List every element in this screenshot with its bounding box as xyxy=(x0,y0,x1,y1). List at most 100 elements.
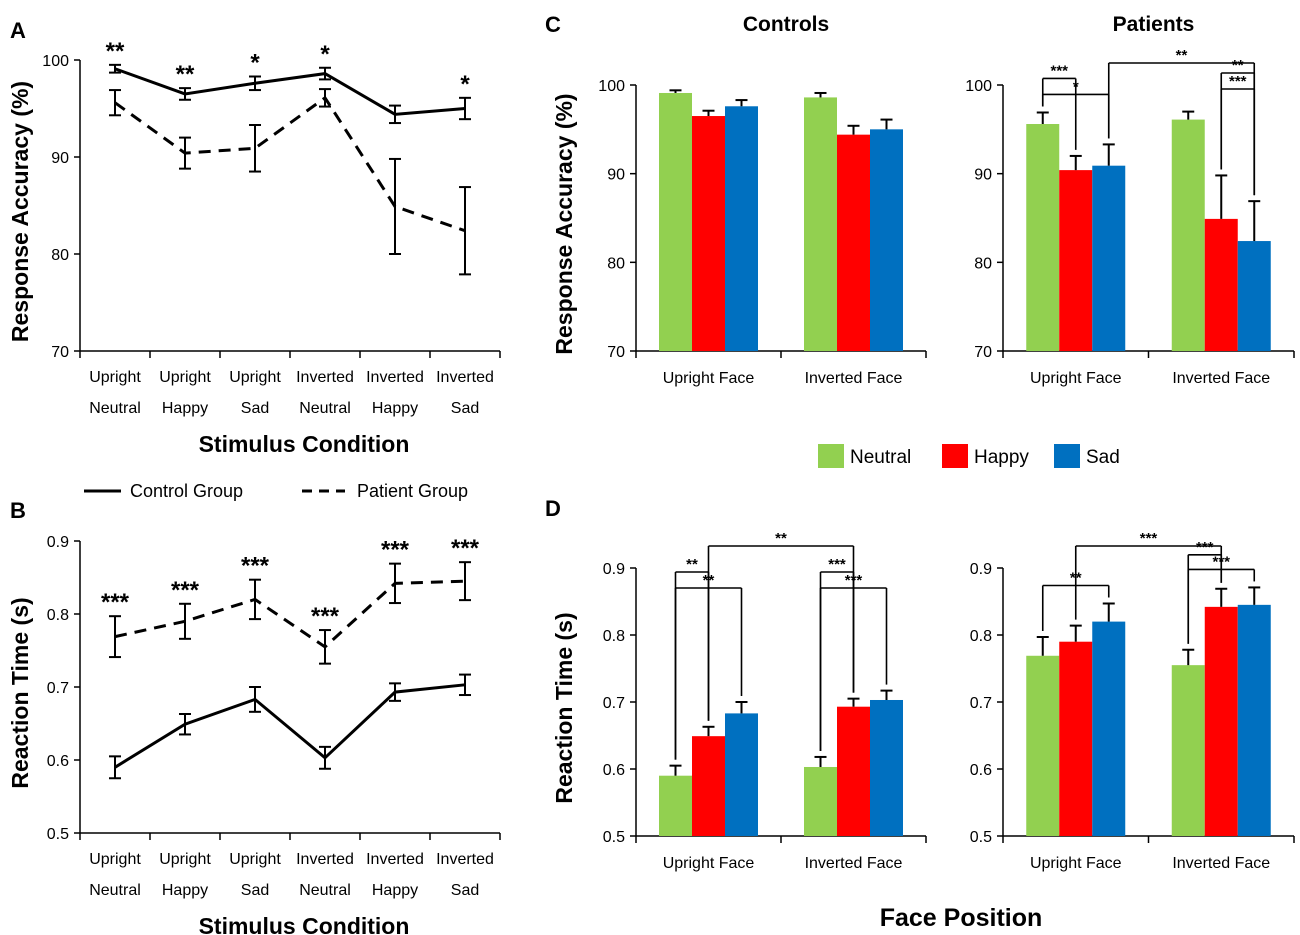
x-tick-label: Neutral xyxy=(89,882,141,899)
bar xyxy=(1237,241,1271,351)
x-tick-label: Happy xyxy=(372,400,418,417)
y-tick-label: 0.8 xyxy=(47,607,69,624)
x-tick-label: Sad xyxy=(241,400,269,417)
x-tick-label: Inverted xyxy=(436,851,494,868)
bar xyxy=(692,116,725,352)
significance-label: *** xyxy=(311,603,340,630)
group-legend: Control Group Patient Group xyxy=(84,481,468,501)
bracket-label: ** xyxy=(1232,57,1244,74)
y-tick-label: 70 xyxy=(51,344,69,361)
x-tick-label: Inverted Face xyxy=(1172,855,1270,872)
y-tick-label: 0.9 xyxy=(47,534,69,551)
x-tick-label: Upright xyxy=(159,851,211,868)
x-tick-label: Neutral xyxy=(89,400,141,417)
bar xyxy=(1171,119,1205,351)
panel-title: Controls xyxy=(743,13,829,36)
bracket-label: *** xyxy=(1050,62,1068,79)
y-tick-label: 70 xyxy=(607,344,625,361)
significance-label: *** xyxy=(171,577,200,604)
significance-bracket: *** xyxy=(819,556,855,751)
x-tick-label: Upright xyxy=(89,369,141,386)
bar xyxy=(837,706,870,836)
series-happy xyxy=(692,109,870,352)
x-tick-label: Inverted xyxy=(366,851,424,868)
x-tick-label: Inverted Face xyxy=(1172,370,1270,387)
y-axis-label: Reaction Time (s) xyxy=(7,597,33,788)
series-sad xyxy=(1092,143,1271,351)
y-axis-label: Response Accuracy (%) xyxy=(7,81,33,342)
bar xyxy=(870,129,903,351)
panel-label: A xyxy=(10,18,26,43)
y-tick-label: 80 xyxy=(607,255,625,272)
bar xyxy=(725,106,758,351)
legend-control-label: Control Group xyxy=(130,481,243,501)
panel-label: B xyxy=(10,498,26,523)
bar xyxy=(1204,218,1238,351)
y-tick-label: 0.5 xyxy=(970,829,992,846)
y-tick-label: 80 xyxy=(974,255,992,272)
bracket-label: ** xyxy=(1176,47,1188,64)
y-tick-label: 0.6 xyxy=(603,762,625,779)
x-tick-label: Happy xyxy=(162,400,208,417)
legend-neutral-label: Neutral xyxy=(850,447,911,468)
x-tick-label: Upright Face xyxy=(663,370,755,387)
x-tick-label: Happy xyxy=(162,882,208,899)
series-line xyxy=(114,67,466,116)
legend-neutral-swatch xyxy=(818,444,844,468)
y-tick-label: 0.8 xyxy=(603,628,625,645)
x-tick-label: Inverted xyxy=(366,369,424,386)
bracket-label: ** xyxy=(775,530,787,547)
x-tick-label: Upright xyxy=(159,369,211,386)
bar xyxy=(1059,170,1093,351)
bar xyxy=(659,775,692,836)
bar xyxy=(837,134,870,351)
y-tick-label: 90 xyxy=(974,167,992,184)
y-tick-label: 0.6 xyxy=(47,753,69,770)
legend-happy-swatch xyxy=(942,444,968,468)
x-tick-label: Upright Face xyxy=(1030,370,1122,387)
series-neutral xyxy=(659,89,837,351)
significance-bracket: *** xyxy=(1187,539,1223,644)
y-tick-label: 70 xyxy=(974,344,992,361)
y-tick-label: 0.7 xyxy=(47,680,69,697)
x-tick-label: Upright Face xyxy=(663,855,755,872)
y-tick-label: 90 xyxy=(607,167,625,184)
y-tick-label: 0.8 xyxy=(970,628,992,645)
chart-d1: D Reaction Time (s) 0.5 0.6 0.7 0.8 0.9 Upright… xyxy=(545,496,927,872)
bar xyxy=(1204,606,1238,836)
significance-label: ** xyxy=(106,38,125,65)
y-tick-label: 100 xyxy=(598,78,625,95)
bar xyxy=(1092,621,1126,836)
series-happy xyxy=(692,697,870,836)
series-neutral xyxy=(1026,110,1205,351)
significance-bracket: *** xyxy=(1220,73,1256,196)
chart-c2: Patients 70 80 90 100 Upright Face Inverted Fa… xyxy=(965,13,1295,387)
series-neutral xyxy=(659,755,837,836)
series-neutral xyxy=(1026,636,1205,836)
bracket-label: ** xyxy=(686,556,698,573)
series-line xyxy=(114,95,466,233)
x-tick-label: Inverted xyxy=(296,851,354,868)
panel-title: Patients xyxy=(1113,13,1195,36)
significance-label: *** xyxy=(451,535,480,562)
significance-bracket: *** xyxy=(1041,62,1077,150)
series-patient xyxy=(109,561,471,665)
bracket-label: *** xyxy=(1140,530,1158,547)
series-sad xyxy=(1092,586,1271,836)
bar xyxy=(725,713,758,836)
significance-label: * xyxy=(460,71,470,98)
bar xyxy=(804,766,837,836)
y-tick-label: 100 xyxy=(965,78,992,95)
chart-d2: 0.5 0.6 0.7 0.8 0.9 Upright Face Inverted Face… xyxy=(970,530,1295,872)
bar xyxy=(659,92,692,351)
bar xyxy=(1059,641,1093,836)
y-tick-label: 80 xyxy=(51,247,69,264)
y-tick-label: 0.9 xyxy=(970,561,992,578)
x-tick-label: Neutral xyxy=(299,882,351,899)
x-tick-label: Upright Face xyxy=(1030,855,1122,872)
x-tick-label: Sad xyxy=(451,882,479,899)
y-tick-label: 0.6 xyxy=(970,762,992,779)
significance-bracket: ** xyxy=(1220,57,1256,196)
series-line xyxy=(114,579,466,649)
